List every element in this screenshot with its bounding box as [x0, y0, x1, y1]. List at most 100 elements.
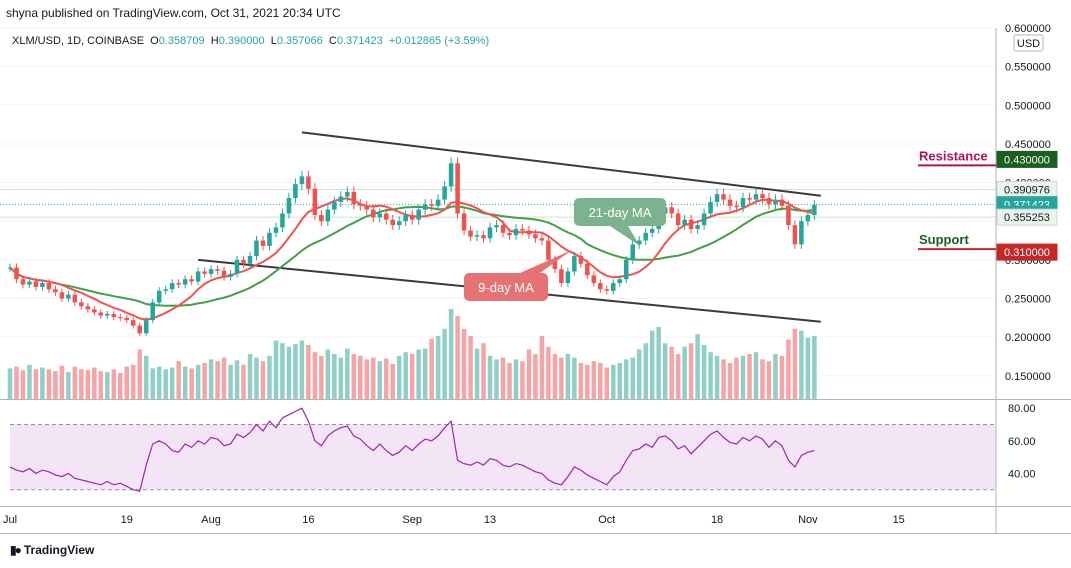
time-tick-label: Sep	[402, 514, 422, 526]
rsi-panel	[9, 407, 996, 493]
volume-bar	[461, 328, 467, 399]
symbol-name[interactable]: XLM/USD, 1D, COINBASE	[12, 35, 145, 47]
high-label: H	[210, 35, 219, 47]
volume-bar	[630, 357, 636, 399]
candle-body	[98, 312, 104, 316]
volume-bar	[799, 330, 804, 399]
tradingview-brand[interactable]: ▮● TradingView	[10, 543, 94, 557]
volume-bar	[273, 340, 279, 399]
volume-bar	[98, 371, 104, 399]
volume-bar	[208, 359, 214, 399]
candle-body	[351, 191, 357, 205]
candle-body	[455, 163, 460, 214]
candle-body	[773, 199, 778, 205]
volume-bar	[448, 309, 454, 399]
volume-bar	[695, 334, 700, 399]
currency-box[interactable]	[1013, 34, 1044, 52]
close-value: 0.371423	[336, 35, 383, 47]
ma9-callout-label: 9-day MA	[478, 280, 534, 295]
candle-body	[306, 176, 311, 189]
ma9-callout	[464, 273, 548, 301]
volume-bar	[468, 336, 473, 399]
candle-body	[299, 176, 305, 185]
candle-body	[552, 259, 558, 270]
candle-body	[390, 219, 395, 226]
candle-body	[507, 232, 512, 236]
volume-bar	[156, 366, 162, 399]
candle-body	[325, 209, 331, 222]
time-tick-label: 19	[121, 514, 133, 526]
high-value: 0.390000	[218, 35, 265, 47]
candle-body	[72, 294, 78, 303]
volume-bar	[598, 363, 603, 399]
candle-body	[688, 219, 694, 229]
candle-body	[669, 207, 674, 214]
candle-body	[14, 267, 19, 280]
candle-body	[617, 279, 623, 284]
candle-body	[370, 209, 376, 218]
volume-bar	[721, 359, 726, 399]
volume-bar	[33, 369, 39, 399]
candle-body	[163, 289, 168, 291]
candle-body	[260, 240, 266, 246]
candle-body	[124, 317, 130, 321]
volume-bar	[578, 363, 584, 399]
volume-bar	[312, 352, 318, 399]
volume-bar	[786, 339, 791, 399]
volume-bar	[546, 346, 551, 399]
close-label: C	[328, 35, 337, 47]
volume-bar	[234, 360, 240, 399]
volume-bar	[111, 369, 117, 399]
candle-body	[92, 309, 97, 313]
candle-body	[46, 283, 52, 290]
candle-body	[241, 259, 246, 264]
candle-body	[169, 283, 175, 290]
candle-body	[254, 240, 259, 257]
volume-bar	[604, 367, 610, 399]
volume-bar	[662, 343, 668, 399]
candle-body	[779, 199, 785, 206]
volume-bar	[118, 372, 123, 399]
volume-bar	[766, 361, 772, 399]
volume-bar	[325, 349, 331, 399]
price-tick-label: 0.250000	[1005, 294, 1051, 306]
volume-bar	[623, 359, 629, 399]
volume-bar	[487, 355, 493, 399]
volume-bar	[124, 366, 130, 399]
volume-bar	[260, 361, 266, 399]
price-tag-label: 0.430000	[1004, 154, 1050, 166]
volume-bar	[299, 340, 305, 399]
price-tag-box	[996, 150, 1058, 168]
candle-body	[338, 196, 344, 202]
candle-body	[740, 198, 746, 208]
grid-lines	[0, 27, 996, 377]
time-tick-label: 13	[484, 514, 496, 526]
volume-bar	[293, 344, 298, 399]
volume-bar	[474, 348, 480, 399]
volume-bar	[370, 357, 376, 399]
volume-bar	[280, 343, 285, 399]
candle-body	[500, 225, 506, 233]
volume-bar	[422, 348, 428, 399]
candle-body	[33, 281, 39, 287]
change-value: +0.012865 (+3.59%)	[388, 35, 490, 47]
candle-body	[332, 201, 337, 210]
volume-bar	[202, 363, 207, 399]
candle-body	[429, 204, 434, 206]
candle-body	[403, 215, 408, 222]
volume-bar	[176, 361, 181, 399]
price-tick-label: 0.600000	[1005, 23, 1051, 35]
candle-body	[442, 186, 447, 200]
candle-body	[727, 199, 733, 206]
candle-body	[130, 320, 136, 326]
currency-label: USD	[1017, 38, 1040, 50]
candle-body	[792, 225, 798, 245]
candle-body	[539, 238, 545, 241]
volume-bar	[559, 357, 564, 399]
low-label: L	[270, 35, 277, 47]
volume-bar	[403, 352, 408, 399]
candle-body	[85, 306, 91, 310]
volume-bar	[409, 354, 415, 399]
rsi-tick-label: 80.00	[1008, 403, 1036, 415]
